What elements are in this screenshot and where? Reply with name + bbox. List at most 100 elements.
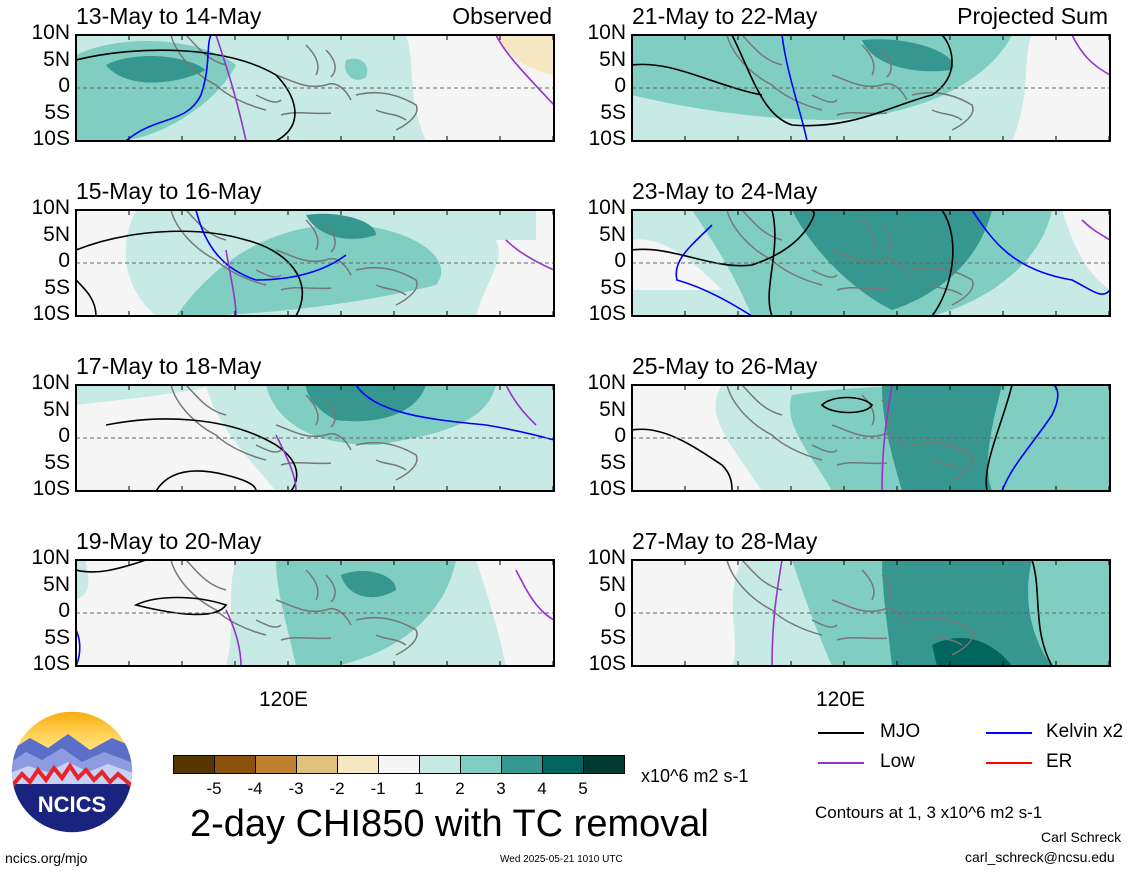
panel-title: 27-May to 28-May bbox=[632, 528, 818, 554]
anomaly-shading bbox=[1062, 210, 1110, 290]
coastline bbox=[726, 385, 974, 481]
legend-kelvin-line bbox=[986, 732, 1032, 734]
lat-label: 10S bbox=[588, 652, 626, 675]
lat-label: 10N bbox=[31, 21, 70, 44]
wave-contour bbox=[632, 428, 733, 491]
legend-low-line bbox=[818, 762, 864, 764]
wave-contour bbox=[781, 35, 808, 141]
panel-tag: Projected Sum bbox=[957, 3, 1108, 29]
lat-label: 10S bbox=[32, 652, 70, 675]
wave-contour bbox=[125, 35, 212, 141]
wave-contour bbox=[675, 224, 753, 316]
legend-mjo-label: MJO bbox=[880, 721, 921, 742]
wave-contour bbox=[1031, 560, 1053, 666]
lat-label: 0 bbox=[614, 424, 626, 447]
legend-er-line bbox=[986, 762, 1032, 764]
legend-low-label: Low bbox=[880, 751, 915, 772]
panel-title: 19-May to 20-May bbox=[76, 528, 262, 554]
colorbar-tick-label: -4 bbox=[247, 779, 263, 798]
logo-text: NCICS bbox=[38, 792, 106, 817]
lon-label-left: 120E bbox=[259, 688, 309, 711]
coastline bbox=[170, 210, 418, 306]
wave-contour bbox=[76, 560, 147, 573]
wave-contour bbox=[1081, 219, 1110, 241]
colorbar-tick-label: -2 bbox=[329, 779, 345, 798]
wave-contour bbox=[76, 49, 296, 141]
lat-label: 5N bbox=[599, 573, 626, 596]
wave-contour bbox=[225, 249, 237, 316]
panel-title: 13-May to 14-May bbox=[76, 3, 262, 29]
lat-label: 5N bbox=[43, 223, 70, 246]
figure-title: 2-day CHI850 with TC removal bbox=[190, 803, 709, 845]
lon-label-right: 120E bbox=[816, 688, 866, 711]
colorbar-swatch bbox=[583, 755, 625, 774]
map-frame bbox=[631, 209, 1111, 317]
lat-label: 0 bbox=[58, 74, 70, 97]
anomaly-shading bbox=[341, 570, 396, 598]
lat-label: 10S bbox=[32, 127, 70, 150]
wave-contour bbox=[195, 210, 347, 281]
panel-title: 25-May to 26-May bbox=[632, 353, 818, 379]
colorbar-tick-label: -3 bbox=[288, 779, 304, 798]
contours-note: Contours at 1, 3 x10^6 m2 s-1 bbox=[815, 803, 1043, 822]
lat-label: 10S bbox=[588, 302, 626, 325]
lat-label: 10S bbox=[32, 477, 70, 500]
legend-mjo-line bbox=[818, 732, 864, 734]
colorbar-tick-label: 3 bbox=[496, 779, 506, 798]
map-frame bbox=[631, 34, 1111, 142]
lat-label: 5N bbox=[599, 223, 626, 246]
wave-contour bbox=[76, 629, 81, 666]
author-email: carl_schreck@ncsu.edu bbox=[965, 849, 1115, 865]
coastline bbox=[170, 560, 418, 656]
map-frame bbox=[75, 34, 555, 142]
map-frame bbox=[631, 559, 1111, 667]
timestamp: Wed 2025-05-21 1010 UTC bbox=[500, 854, 623, 865]
wave-contour bbox=[1071, 35, 1110, 76]
lat-label: 0 bbox=[58, 424, 70, 447]
chi850-map bbox=[75, 559, 555, 667]
wave-contour bbox=[971, 210, 1110, 295]
wave-contour bbox=[731, 35, 953, 127]
anomaly-shading bbox=[306, 213, 376, 239]
legend-er-label: ER bbox=[1046, 751, 1073, 772]
lat-label: 5N bbox=[43, 398, 70, 421]
panel-title: 15-May to 16-May bbox=[76, 178, 262, 204]
wave-contour bbox=[215, 35, 247, 141]
ncics-logo: NCICS bbox=[10, 710, 134, 834]
lat-label: 5S bbox=[44, 626, 70, 649]
lat-label: 5S bbox=[600, 626, 626, 649]
colorbar-swatch bbox=[337, 755, 379, 774]
lat-label: 5N bbox=[599, 48, 626, 71]
wave-contour bbox=[133, 596, 228, 616]
website-link[interactable]: ncics.org/mjo bbox=[5, 850, 88, 866]
wave-contour bbox=[820, 396, 873, 414]
legend-kelvin-label: Kelvin x2 bbox=[1046, 721, 1124, 742]
wave-contour bbox=[985, 385, 1013, 491]
wave-contour bbox=[76, 279, 97, 316]
anomaly-shading bbox=[176, 224, 442, 316]
lat-label: 5S bbox=[600, 276, 626, 299]
wave-contour bbox=[931, 210, 954, 316]
map-frame bbox=[75, 384, 555, 492]
anomaly-shading bbox=[306, 385, 426, 422]
wave-contour bbox=[105, 418, 298, 491]
wave-contour bbox=[768, 210, 776, 316]
coastline bbox=[170, 385, 418, 481]
wave-contour bbox=[881, 385, 893, 491]
anomaly-shading bbox=[76, 210, 156, 316]
chi850-map bbox=[75, 34, 555, 142]
anomaly-shading bbox=[632, 560, 742, 666]
lat-label: 10N bbox=[587, 371, 626, 394]
anomaly-shading bbox=[106, 55, 206, 83]
chi850-map bbox=[75, 209, 555, 317]
colorbar-swatch bbox=[419, 755, 461, 774]
lat-label: 0 bbox=[58, 249, 70, 272]
lat-label: 10S bbox=[32, 302, 70, 325]
lat-label: 5S bbox=[44, 451, 70, 474]
map-frame bbox=[631, 384, 1111, 492]
lat-label: 0 bbox=[58, 599, 70, 622]
panel-title: 17-May to 18-May bbox=[76, 353, 262, 379]
colorbar-swatch bbox=[460, 755, 502, 774]
anomaly-shading bbox=[932, 637, 1012, 666]
wave-contour bbox=[155, 470, 257, 491]
